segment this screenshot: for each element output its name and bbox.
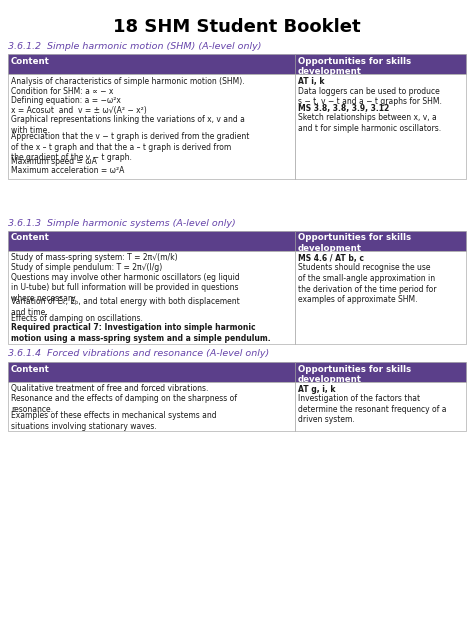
Text: 3.6.1.4  Forced vibrations and resonance (A-level only): 3.6.1.4 Forced vibrations and resonance … [8,350,269,358]
Text: x = Acosωt  and  v = ± ω√(A² − x²): x = Acosωt and v = ± ω√(A² − x²) [11,105,147,115]
Text: Appreciation that the v − t graph is derived from the gradient
of the x – t grap: Appreciation that the v − t graph is der… [11,132,249,163]
Bar [295,251,466,343]
Text: Investigation of the factors that
determine the resonant frequency of a
driven s: Investigation of the factors that determ… [298,394,447,425]
Text: Variation of Eₖ, Eₚ, and total energy with both displacement
and time.: Variation of Eₖ, Eₚ, and total energy wi… [11,297,240,317]
Text: Content: Content [11,365,50,374]
Text: MS 3.8, 3.8, 3.9, 3.12: MS 3.8, 3.8, 3.9, 3.12 [298,103,389,113]
Text: Content: Content [11,234,50,243]
Text: Study of simple pendulum: T = 2π√(l/g): Study of simple pendulum: T = 2π√(l/g) [11,263,162,272]
Text: 3.6.1.3  Simple harmonic systems (A-level only): 3.6.1.3 Simple harmonic systems (A-level… [8,219,236,227]
Bar [295,231,466,251]
Bar [295,362,466,382]
Bar [295,54,466,74]
Text: Effects of damping on oscillations.: Effects of damping on oscillations. [11,314,143,323]
Text: 18 SHM Student Booklet: 18 SHM Student Booklet [113,18,361,36]
Text: 3.6.1.2  Simple harmonic motion (SHM) (A-level only): 3.6.1.2 Simple harmonic motion (SHM) (A-… [8,42,262,51]
Text: Data loggers can be used to produce
s − t, v − t and a − t graphs for SHM.: Data loggers can be used to produce s − … [298,86,442,106]
Text: Resonance and the effects of damping on the sharpness of
resonance.: Resonance and the effects of damping on … [11,394,237,414]
Text: Questions may involve other harmonic oscillators (eg liquid
in U-tube) but full : Questions may involve other harmonic osc… [11,273,240,303]
Text: Graphical representations linking the variations of x, v and a
with time.: Graphical representations linking the va… [11,115,245,135]
Text: Opportunities for skills
development: Opportunities for skills development [298,57,411,76]
Text: AT g, i, k: AT g, i, k [298,384,336,394]
Bar [8,362,295,382]
Text: Examples of these effects in mechanical systems and
situations involving station: Examples of these effects in mechanical … [11,411,217,431]
Text: Opportunities for skills
development: Opportunities for skills development [298,234,411,253]
Text: Maximum speed = ωA: Maximum speed = ωA [11,156,97,166]
Text: Defining equation: a = −ω²x: Defining equation: a = −ω²x [11,96,121,105]
Bar [8,231,295,251]
Text: Maximum acceleration = ω²A: Maximum acceleration = ω²A [11,166,124,175]
Text: Students should recognise the use
of the small-angle approximation in
the deriva: Students should recognise the use of the… [298,263,437,304]
Bar [8,74,295,178]
Text: Analysis of characteristics of simple harmonic motion (SHM).: Analysis of characteristics of simple ha… [11,77,245,86]
Bar [295,382,466,431]
Text: Content: Content [11,57,50,66]
Text: AT i, k: AT i, k [298,77,325,86]
Bar [295,74,466,178]
Bar [8,251,295,343]
Text: Opportunities for skills
development: Opportunities for skills development [298,365,411,384]
Text: Condition for SHM: a ∝ − x: Condition for SHM: a ∝ − x [11,86,113,96]
Text: Sketch relationships between x, v, a
and t for simple harmonic oscillators.: Sketch relationships between x, v, a and… [298,113,441,133]
Text: Study of mass-spring system: T = 2π√(m/k): Study of mass-spring system: T = 2π√(m/k… [11,253,178,263]
Bar [8,54,295,74]
Bar [8,382,295,431]
Text: Required practical 7: Investigation into simple harmonic
motion using a mass-spr: Required practical 7: Investigation into… [11,323,271,343]
Text: MS 4.6 / AT b, c: MS 4.6 / AT b, c [298,253,364,263]
Text: Qualitative treatment of free and forced vibrations.: Qualitative treatment of free and forced… [11,384,209,394]
